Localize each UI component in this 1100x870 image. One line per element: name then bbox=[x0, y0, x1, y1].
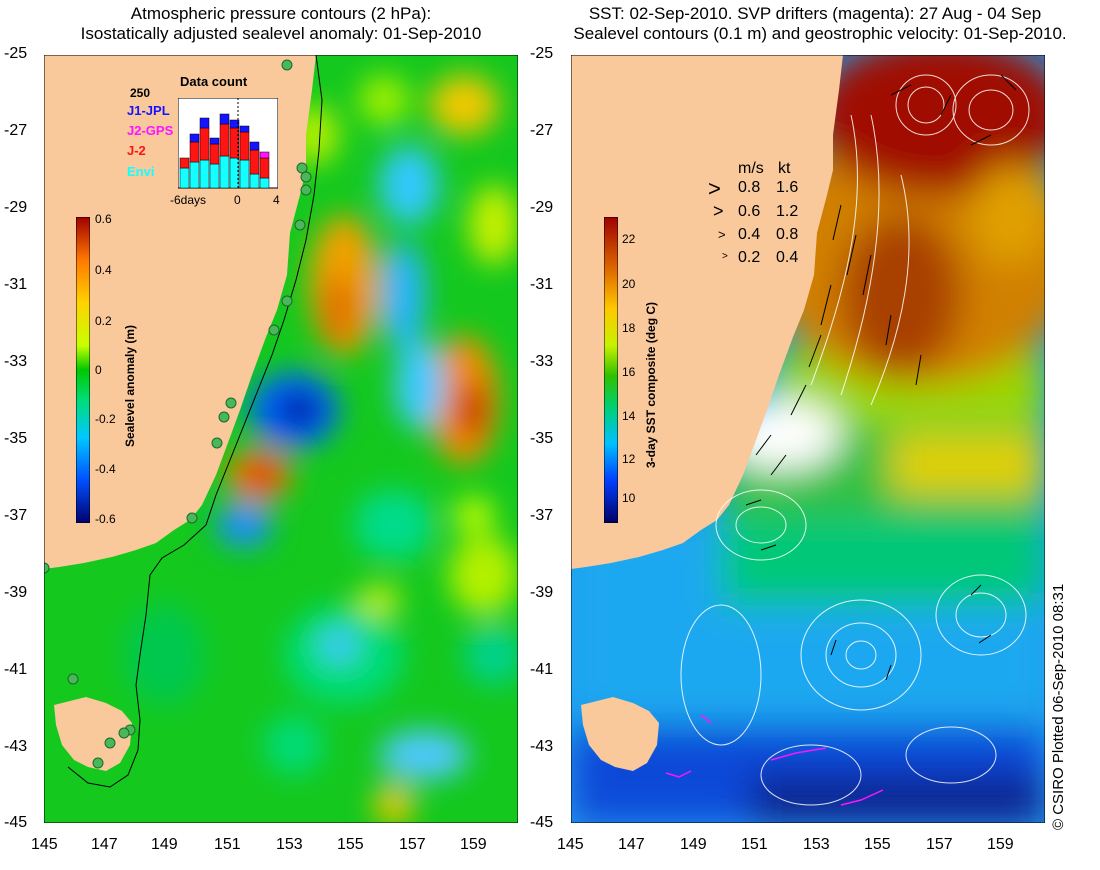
sla-colorbar-title: Sealevel anomaly (m) bbox=[123, 324, 137, 447]
sst-cb-tick: 22 bbox=[622, 232, 636, 246]
left-title-line2: Isostatically adjusted sealevel anomaly:… bbox=[80, 24, 482, 43]
speed-kt: 0.4 bbox=[776, 249, 799, 266]
y-tick: -27 bbox=[530, 122, 554, 139]
sealevel-contours bbox=[680, 74, 1030, 806]
speed-header-kt: kt bbox=[778, 160, 791, 177]
sst-colorbar-title: 3-day SST composite (deg C) bbox=[644, 301, 658, 468]
inset-mission-j1: J1-JPL bbox=[127, 103, 170, 118]
speed-arrow-icon: > bbox=[713, 201, 724, 221]
inset-ymax: 250 bbox=[130, 86, 151, 100]
y-tick: -33 bbox=[530, 353, 554, 370]
inset-mission-j2gps: J2-GPS bbox=[127, 123, 174, 138]
x-tick: 147 bbox=[91, 836, 118, 853]
sst-cb-tick: 18 bbox=[622, 321, 636, 335]
y-tick: -41 bbox=[4, 661, 28, 678]
geostrophic-velocity-vectors bbox=[745, 74, 1017, 681]
y-tick: -43 bbox=[4, 738, 28, 755]
speed-arrow-icon: > bbox=[722, 251, 728, 262]
y-tick: -31 bbox=[4, 276, 28, 293]
speed-legend: m/s kt > 0.8 1.6 > 0.6 1.2 > 0.4 0.8 > 0… bbox=[708, 160, 818, 270]
y-tick: -35 bbox=[530, 430, 554, 447]
sla-cb-tick: 0.6 bbox=[95, 212, 112, 226]
inset-mission-j2: J-2 bbox=[127, 143, 146, 158]
y-tick: -35 bbox=[4, 430, 28, 447]
speed-kt: 1.2 bbox=[776, 203, 799, 220]
y-tick: -33 bbox=[4, 353, 28, 370]
speed-kt: 0.8 bbox=[776, 226, 799, 243]
y-tick: -25 bbox=[530, 45, 554, 62]
x-tick: 157 bbox=[926, 836, 953, 853]
speed-ms: 0.2 bbox=[738, 249, 761, 266]
x-tick: 151 bbox=[741, 836, 768, 853]
sla-anomaly-blobs bbox=[124, 75, 518, 823]
y-tick: -25 bbox=[4, 45, 28, 62]
y-tick: -31 bbox=[530, 276, 554, 293]
tasmania-landmass bbox=[581, 697, 659, 771]
inset-xlabel-zero: 0 bbox=[234, 193, 241, 207]
y-tick: -29 bbox=[530, 199, 554, 216]
y-tick: -29 bbox=[4, 199, 28, 216]
y-tick: -45 bbox=[530, 814, 554, 831]
right-title-line2: Sealevel contours (0.1 m) and geostrophi… bbox=[573, 24, 1067, 43]
speed-ms: 0.4 bbox=[738, 226, 761, 243]
y-tick: -39 bbox=[530, 584, 554, 601]
sst-cb-tick: 12 bbox=[622, 452, 636, 466]
sla-cb-tick: 0.2 bbox=[95, 314, 112, 328]
right-title-line1: SST: 02-Sep-2010. SVP drifters (magenta)… bbox=[588, 4, 1042, 23]
data-count-inset: Data count 250 J1-JPL J2-GPS J-2 Envi -6… bbox=[125, 73, 300, 213]
x-tick: 149 bbox=[151, 836, 178, 853]
shelf-contour bbox=[67, 55, 323, 788]
plot-credit: © CSIRO Plotted 06-Sep-2010 08:31 bbox=[1050, 583, 1067, 830]
y-tick: -27 bbox=[4, 122, 28, 139]
x-tick: 147 bbox=[618, 836, 645, 853]
sla-colorbar bbox=[76, 217, 90, 523]
sla-cb-tick: -0.4 bbox=[95, 462, 116, 476]
inset-xlabel-start: -6days bbox=[170, 193, 207, 207]
sla-cb-tick: -0.6 bbox=[95, 512, 116, 526]
x-tick: 153 bbox=[803, 836, 830, 853]
tide-gauges bbox=[44, 59, 312, 769]
x-tick: 157 bbox=[399, 836, 426, 853]
x-tick: 155 bbox=[337, 836, 364, 853]
x-tick: 145 bbox=[557, 836, 584, 853]
x-tick: 159 bbox=[460, 836, 487, 853]
speed-header-ms: m/s bbox=[738, 160, 764, 177]
x-tick: 153 bbox=[276, 836, 303, 853]
speed-ms: 0.8 bbox=[738, 179, 761, 196]
x-tick: 151 bbox=[214, 836, 241, 853]
australia-landmass bbox=[571, 55, 843, 569]
sst-map-panel bbox=[571, 55, 1045, 823]
sla-map-panel bbox=[44, 55, 518, 823]
x-tick: 159 bbox=[987, 836, 1014, 853]
inset-mission-envi: Envi bbox=[127, 164, 155, 179]
y-tick: -45 bbox=[4, 814, 28, 831]
speed-ms: 0.6 bbox=[738, 203, 761, 220]
inset-xlabel-end: 4 bbox=[273, 193, 280, 207]
speed-arrow-icon: > bbox=[708, 176, 721, 201]
sst-cb-tick: 20 bbox=[622, 277, 636, 291]
y-tick: -39 bbox=[4, 584, 28, 601]
inset-title: Data count bbox=[180, 74, 248, 89]
y-tick: -37 bbox=[4, 507, 28, 524]
tasmania-landmass bbox=[54, 697, 132, 771]
sst-cb-tick: 10 bbox=[622, 491, 636, 505]
sla-cb-tick: 0.4 bbox=[95, 263, 112, 277]
inset-bars bbox=[178, 98, 278, 189]
sst-cb-tick: 16 bbox=[622, 365, 636, 379]
sst-colorbar bbox=[604, 217, 618, 523]
y-tick: -37 bbox=[530, 507, 554, 524]
x-tick: 149 bbox=[680, 836, 707, 853]
x-tick: 145 bbox=[31, 836, 58, 853]
y-tick: -41 bbox=[530, 661, 554, 678]
speed-kt: 1.6 bbox=[776, 179, 799, 196]
svp-drifter-tracks bbox=[665, 714, 884, 806]
speed-arrow-icon: > bbox=[718, 227, 726, 242]
sla-cb-tick: -0.2 bbox=[95, 412, 116, 426]
x-tick: 155 bbox=[864, 836, 891, 853]
left-title-line1: Atmospheric pressure contours (2 hPa): bbox=[130, 4, 432, 23]
sst-cb-tick: 14 bbox=[622, 409, 636, 423]
y-tick: -43 bbox=[530, 738, 554, 755]
sla-cb-tick: 0 bbox=[95, 363, 102, 377]
